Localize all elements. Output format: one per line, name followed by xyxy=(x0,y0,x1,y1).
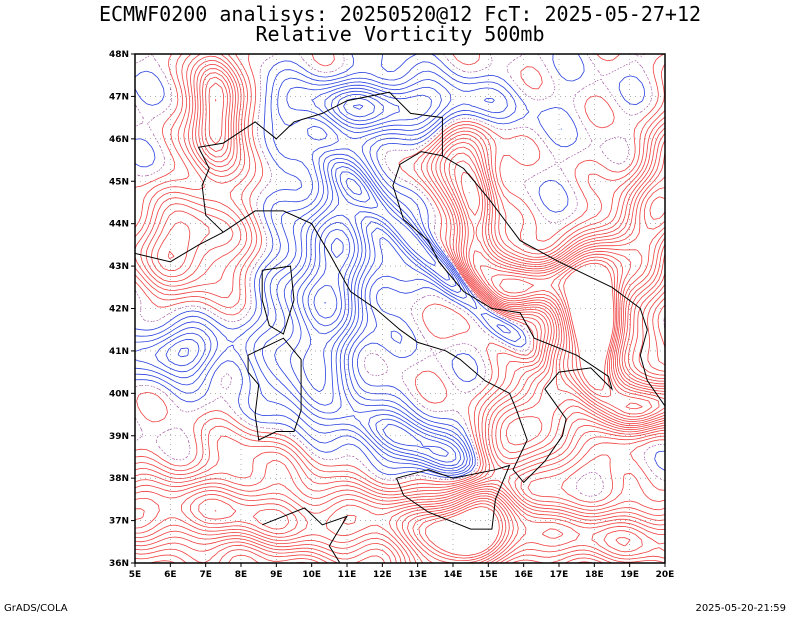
negative-contour-7 xyxy=(296,94,449,457)
lon-label-14E: 14E xyxy=(444,570,463,580)
positive-contour-9 xyxy=(135,76,665,563)
lat-label-41N: 41N xyxy=(109,347,129,357)
lon-label-6E: 6E xyxy=(164,570,176,580)
negative-contour-1 xyxy=(135,61,562,476)
lat-label-38N: 38N xyxy=(109,474,129,484)
latitude-labels: 48N 47N 46N 45N 44N 43N 42N 41N 40N 39N 38N 37N 36N xyxy=(109,50,129,569)
sardinia-coast xyxy=(247,337,302,441)
positive-contour-7 xyxy=(135,68,665,563)
chart-subtitle: Relative Vorticity 500mb xyxy=(255,22,545,46)
positive-contour-2 xyxy=(135,54,665,563)
lon-label-7E: 7E xyxy=(199,570,211,580)
country-borders xyxy=(135,91,665,563)
sicily-coast xyxy=(396,464,511,530)
negative-contour-4 xyxy=(154,84,465,469)
lon-label-8E: 8E xyxy=(235,570,247,580)
positive-contour-14 xyxy=(418,259,643,559)
positive-contour-8 xyxy=(135,72,665,563)
axis-ticks xyxy=(131,53,666,567)
positive-contour-15 xyxy=(425,262,615,556)
positive-vorticity-contours xyxy=(135,54,665,563)
zero-contour xyxy=(135,54,665,497)
lat-label-47N: 47N xyxy=(109,92,129,102)
lat-label-45N: 45N xyxy=(109,177,129,187)
corsica-coast xyxy=(261,265,295,335)
lat-label-40N: 40N xyxy=(109,389,129,399)
france-coast xyxy=(135,231,224,263)
lon-label-16E: 16E xyxy=(514,570,533,580)
positive-contour-12 xyxy=(407,253,660,563)
lon-label-9E: 9E xyxy=(270,570,282,580)
negative-contour-0 xyxy=(135,54,665,478)
negative-contour-10 xyxy=(313,237,344,319)
lat-label-39N: 39N xyxy=(109,432,129,442)
lat-label-37N: 37N xyxy=(109,517,129,527)
negative-contour-5 xyxy=(165,87,462,467)
positive-contour-6 xyxy=(135,64,665,563)
positive-contour-4 xyxy=(135,55,665,563)
positive-contour-11 xyxy=(214,99,665,563)
africa-coast xyxy=(262,507,349,563)
negative-contour-3 xyxy=(135,79,495,472)
lon-label-12E: 12E xyxy=(373,570,392,580)
lon-label-20E: 20E xyxy=(656,570,675,580)
lat-label-44N: 44N xyxy=(109,220,129,230)
positive-contour-5 xyxy=(135,60,665,563)
map-plot-area xyxy=(135,54,665,563)
zero-vorticity-contours xyxy=(135,54,665,497)
longitude-labels: 5E 6E 7E 8E 9E 10E 11E 12E 13E 14E 15E 16E 17E 18E 19E… xyxy=(129,570,675,580)
lat-label-42N: 42N xyxy=(109,305,129,315)
lat-label-36N: 36N xyxy=(109,559,129,569)
lat-label-48N: 48N xyxy=(109,50,129,60)
lon-label-5E: 5E xyxy=(129,570,141,580)
negative-contour-2 xyxy=(135,70,511,474)
lon-label-17E: 17E xyxy=(550,570,569,580)
italy-coast xyxy=(223,151,613,484)
balkan-coast xyxy=(442,155,665,407)
lon-label-11E: 11E xyxy=(338,570,357,580)
render-timestamp: 2025-05-20-21:59 xyxy=(695,603,786,614)
negative-contour-11 xyxy=(324,301,326,304)
lat-label-43N: 43N xyxy=(109,262,129,272)
alps-border xyxy=(197,91,443,233)
software-credit: GrADS/COLA xyxy=(4,603,68,614)
lon-label-10E: 10E xyxy=(302,570,321,580)
negative-vorticity-contours xyxy=(135,54,665,478)
lat-label-46N: 46N xyxy=(109,135,129,145)
lon-label-18E: 18E xyxy=(585,570,604,580)
lon-label-15E: 15E xyxy=(479,570,498,580)
graticule xyxy=(135,54,665,563)
chart-title: ECMWF0200 analisys: 20250520@12 FcT: 202… xyxy=(98,2,702,26)
lon-label-19E: 19E xyxy=(620,570,639,580)
positive-contour-1 xyxy=(135,54,665,563)
lon-label-13E: 13E xyxy=(408,570,427,580)
positive-contour-3 xyxy=(135,54,665,563)
negative-contour-9 xyxy=(307,104,364,327)
